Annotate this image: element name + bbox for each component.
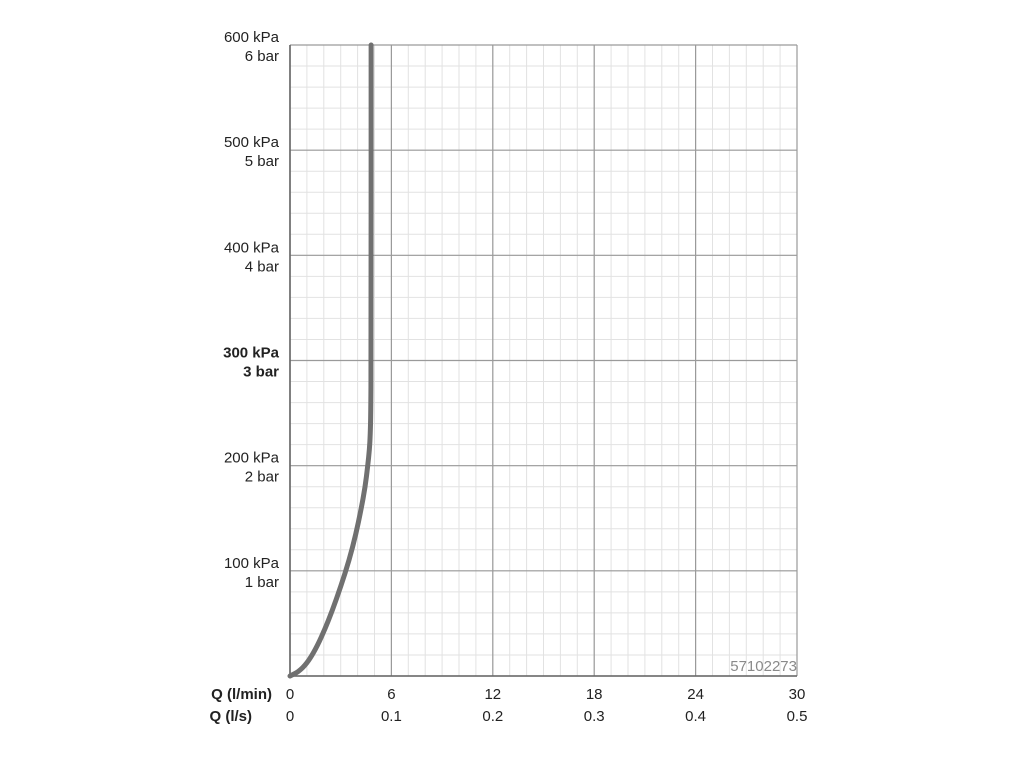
y-tick-label-bar: 6 bar	[245, 48, 279, 65]
y-tick-label-kpa: 400 kPa	[224, 239, 280, 256]
x-axis-labels: 0 6 12 18 24 30 0 0.1 0.2 0.3 0.4 0.5	[286, 686, 808, 725]
grid-major	[289, 44, 798, 677]
y-tick-label-kpa: 600 kPa	[224, 29, 280, 46]
y-tick-label-kpa: 500 kPa	[224, 134, 280, 151]
y-tick-label-bar: 5 bar	[245, 153, 279, 170]
x-tick-label-ls: 0.4	[685, 708, 706, 725]
x-axis-name-lmin: Q (l/min)	[211, 686, 272, 703]
x-axis-name-ls: Q (l/s)	[209, 708, 252, 725]
y-tick-label-bar: 2 bar	[245, 469, 279, 486]
y-tick-label-kpa: 300 kPa	[223, 345, 280, 362]
x-tick-label-ls: 0	[286, 708, 294, 725]
x-tick-label-lmin: 6	[387, 686, 395, 703]
pressure-flow-curve	[287, 42, 374, 679]
y-tick-label-bar: 3 bar	[243, 364, 279, 381]
y-tick-label-bar: 4 bar	[245, 258, 279, 275]
x-tick-label-ls: 0.1	[381, 708, 402, 725]
x-tick-label-ls: 0.5	[787, 708, 808, 725]
x-tick-label-lmin: 0	[286, 686, 294, 703]
x-tick-label-lmin: 30	[789, 686, 806, 703]
y-tick-label-kpa: 200 kPa	[224, 450, 280, 467]
x-tick-label-lmin: 12	[484, 686, 501, 703]
product-code-label: 57102273	[730, 658, 797, 675]
x-tick-label-lmin: 24	[687, 686, 704, 703]
series-layer	[287, 42, 374, 679]
x-tick-label-ls: 0.2	[482, 708, 503, 725]
y-tick-label-kpa: 100 kPa	[224, 555, 280, 572]
y-tick-label-bar: 1 bar	[245, 574, 279, 591]
y-axis-labels: 600 kPa 6 bar 500 kPa 5 bar 400 kPa 4 bar 300 …	[223, 29, 280, 591]
x-tick-label-lmin: 18	[586, 686, 603, 703]
x-tick-label-ls: 0.3	[584, 708, 605, 725]
